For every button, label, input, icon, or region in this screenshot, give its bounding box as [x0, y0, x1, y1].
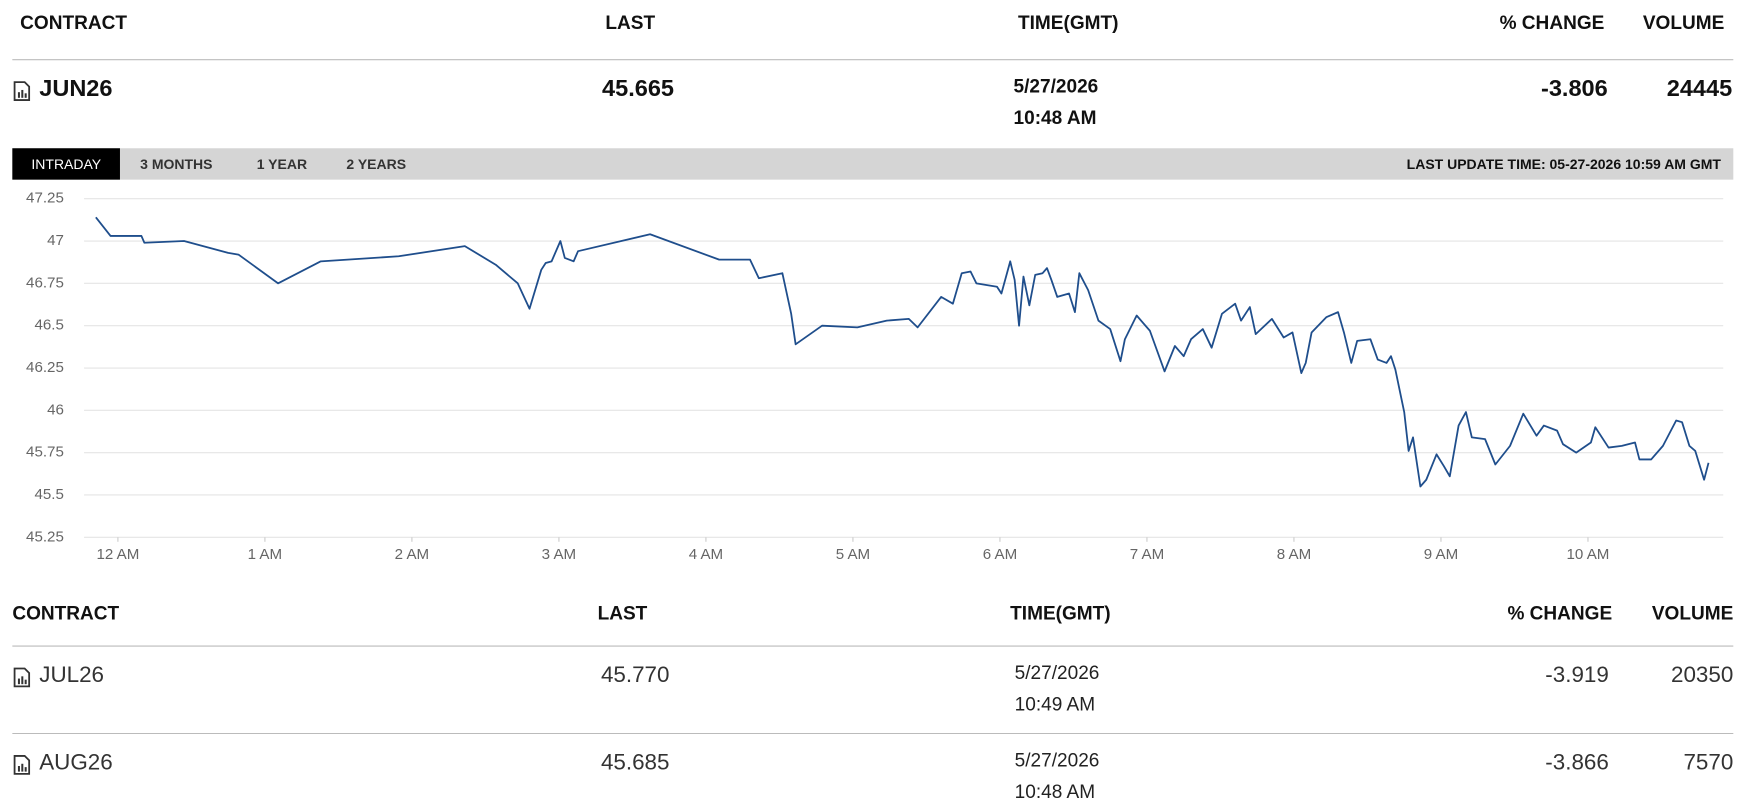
last-price: 45.665 — [602, 75, 674, 101]
x-tick-label: 1 AM — [248, 546, 282, 563]
trade-date: 5/27/2026 — [1015, 751, 1100, 772]
percent-change: -3.806 — [1541, 75, 1608, 101]
contract-icon — [13, 755, 31, 775]
trade-time: 10:48 AM — [1015, 782, 1095, 803]
column-header: % CHANGE — [1500, 13, 1605, 34]
column-header: LAST — [598, 604, 648, 625]
x-tick-label: 9 AM — [1424, 546, 1458, 563]
x-tick-label: 3 AM — [542, 546, 576, 563]
contract-icon — [13, 667, 31, 688]
y-tick-label: 47 — [47, 232, 64, 249]
column-header: CONTRACT — [12, 604, 119, 625]
y-tick-label: 46 — [47, 401, 64, 418]
x-tick-label: 7 AM — [1130, 546, 1164, 563]
percent-change: -3.866 — [1545, 750, 1609, 775]
volume: 24445 — [1667, 75, 1732, 101]
chart: 45.25 45.5 45.75 46 46.25 46.5 46.75 47 47.25 12 … — [26, 190, 1724, 563]
contract-name[interactable]: AUG26 — [39, 750, 112, 775]
last-price: 45.685 — [601, 750, 670, 775]
table-body: JUL26 45.770 5/27/2026 10:49 AM -3.919 20350 A… — [12, 662, 1734, 803]
last-price: 45.770 — [601, 662, 670, 687]
volume: 7570 — [1683, 750, 1733, 775]
x-tick-label: 2 AM — [395, 546, 429, 563]
tab[interactable]: INTRADAY — [31, 156, 101, 172]
y-tick-label: 46.75 — [26, 274, 64, 291]
column-header: VOLUME — [1652, 604, 1733, 625]
x-tick-label: 12 AM — [96, 546, 139, 563]
contract-icon — [13, 81, 31, 101]
percent-change: -3.919 — [1545, 662, 1609, 687]
y-tick-label: 47.25 — [26, 190, 64, 207]
y-tick-label: 45.75 — [26, 444, 64, 461]
column-header: LAST — [605, 13, 655, 34]
volume: 20350 — [1671, 662, 1733, 687]
trade-date: 5/27/2026 — [1014, 77, 1099, 98]
x-tick-label: 6 AM — [983, 546, 1017, 563]
tab[interactable]: 3 MONTHS — [140, 156, 212, 172]
trade-time: 10:49 AM — [1015, 695, 1095, 716]
active-tab[interactable] — [12, 148, 120, 180]
y-tick-label: 45.25 — [26, 528, 64, 545]
trade-time: 10:48 AM — [1014, 108, 1097, 129]
x-tick-label: 4 AM — [689, 546, 723, 563]
tab[interactable]: 2 YEARS — [346, 156, 406, 172]
contract-name[interactable]: JUL26 — [39, 662, 104, 687]
x-tick-label: 8 AM — [1277, 546, 1311, 563]
y-tick-label: 46.25 — [26, 359, 64, 376]
price-line — [95, 216, 1710, 488]
y-tick-label: 46.5 — [34, 317, 63, 334]
column-header: % CHANGE — [1507, 604, 1612, 625]
x-tick-label: 5 AM — [836, 546, 870, 563]
contract-name[interactable]: JUN26 — [39, 75, 112, 101]
column-header: CONTRACT — [20, 13, 127, 34]
column-header: TIME(GMT) — [1010, 604, 1111, 625]
tab-bar — [12, 148, 1734, 180]
y-tick-label: 45.5 — [34, 486, 63, 503]
x-tick-label: 10 AM — [1567, 546, 1610, 563]
column-header: TIME(GMT) — [1018, 13, 1119, 34]
trade-date: 5/27/2026 — [1015, 663, 1100, 684]
column-header: VOLUME — [1643, 13, 1724, 34]
last-update: LAST UPDATE TIME: 05-27-2026 10:59 AM GM… — [1407, 156, 1722, 172]
tab[interactable]: 1 YEAR — [257, 156, 307, 172]
